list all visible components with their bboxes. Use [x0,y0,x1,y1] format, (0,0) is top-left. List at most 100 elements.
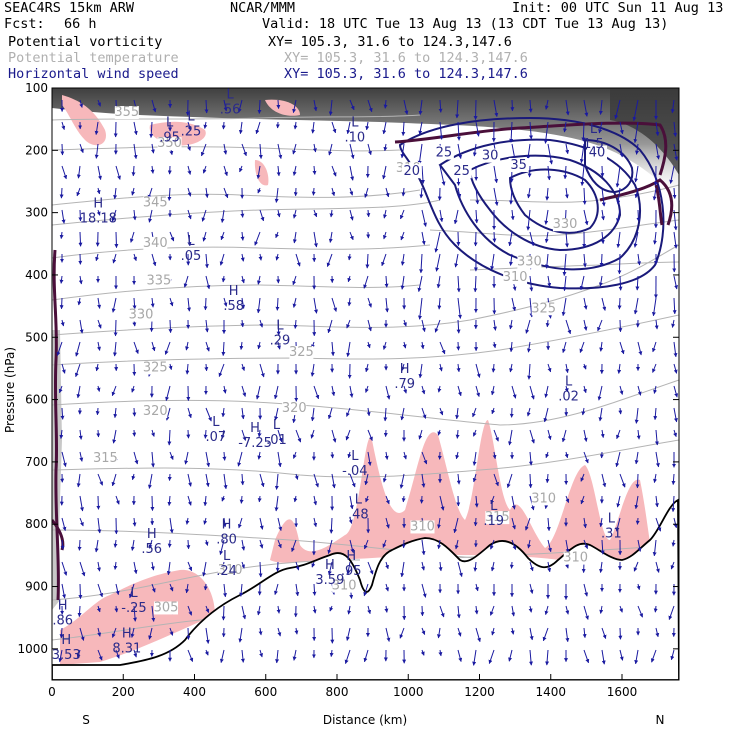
hl-marker-letter: H [400,362,410,377]
wind-vector [528,473,533,489]
wind-vector [276,165,281,177]
wind-vector [529,231,535,247]
wind-vector [79,451,84,462]
wind-vector [293,319,298,329]
wind-vector [329,517,334,534]
wind-vector [327,561,333,576]
wind-vector [527,165,532,178]
wind-vector [366,407,371,417]
wind-vector [492,451,497,460]
wind-vector [634,187,639,199]
wind-vector [402,341,407,349]
wind-vector [635,275,640,291]
wind-vector [583,649,590,664]
wind-vector [454,539,459,550]
wind-vector [672,297,677,315]
wind-speed-label-bg [587,145,608,160]
wind-vector [311,187,316,196]
wind-vector [97,297,102,309]
wind-vector [167,473,172,481]
y-tick-label: 500 [25,330,48,344]
wind-vector [636,209,641,222]
wind-vector [583,451,589,464]
wind-vector [130,539,135,551]
wind-vector [277,627,282,637]
wind-vector [490,253,495,271]
wind-vector [237,99,243,113]
wind-vector [347,253,352,261]
wind-vector [165,385,171,401]
wind-vector [564,231,569,248]
wind-vector [473,231,478,247]
wind-vector [220,209,225,223]
wind-vector [312,165,317,175]
wind-vector [61,363,66,374]
wind-vector [200,143,207,157]
wind-vector [257,99,262,114]
wind-vector [473,99,478,121]
theta-label: 350 [157,136,182,151]
wind-vector [421,473,426,488]
wind-vector [363,539,369,550]
wind-vector [273,385,279,400]
wind-vector [381,253,387,267]
wind-vector [78,209,83,222]
wind-vector [133,143,138,160]
wind-vector [132,297,137,310]
wind-vector [599,517,604,528]
wind-vector [79,627,85,641]
wind-speed-label: 20 [404,164,421,179]
wind-vector [529,385,535,400]
hl-marker-letter: L [273,418,281,433]
wind-vector [331,297,338,312]
wind-vector [241,539,246,551]
wind-vector [365,495,369,503]
wind-vector [526,209,531,231]
wind-vector [78,429,83,440]
wind-vector [421,231,426,245]
wind-vector [187,407,192,419]
wind-vector [205,275,211,290]
wind-vector [619,649,624,661]
wind-vector [653,407,658,421]
wind-vector [330,451,335,459]
wind-vector [237,517,243,529]
wind-vector [456,473,461,485]
wind-vector [347,451,352,459]
wind-vector [651,297,657,317]
wind-vector [509,341,514,353]
wind-vector [149,319,154,332]
theta-label: 330 [517,255,542,270]
wind-vector [511,539,517,550]
theta-label-bg [531,302,556,316]
wind-vector [637,605,644,618]
wind-vector [347,605,352,615]
wind-vector [187,231,192,247]
wind-vector [256,297,261,314]
wind-vector [421,627,426,635]
hl-marker-value: .02 [558,389,579,404]
wind-vector [187,121,192,131]
wind-vector [385,627,391,642]
wind-vector [221,605,226,621]
theta-label-bg [143,361,168,375]
wind-vector [547,143,554,165]
hl-marker-value: .56 [141,542,162,557]
wind-vector [599,341,604,352]
wind-vector [601,627,607,639]
wind-vector [506,473,513,488]
y-tick-label: 600 [25,393,48,407]
theta-label: 335 [146,273,171,288]
wind-vector [328,143,333,156]
wind-vector [60,407,65,420]
wind-vector [113,187,118,200]
wind-vector [60,143,65,156]
wind-vector [673,341,678,358]
wind-vector [417,143,423,165]
wind-vector [508,253,513,266]
wind-vector [295,253,301,267]
wind-vector [149,121,154,138]
wind-speed-label: 40 [589,146,606,161]
wind-vector [96,385,101,392]
hl-marker-group: L.56L.25L.95L.10L1.5H18.18L.05H.58L.29H.… [52,88,622,663]
